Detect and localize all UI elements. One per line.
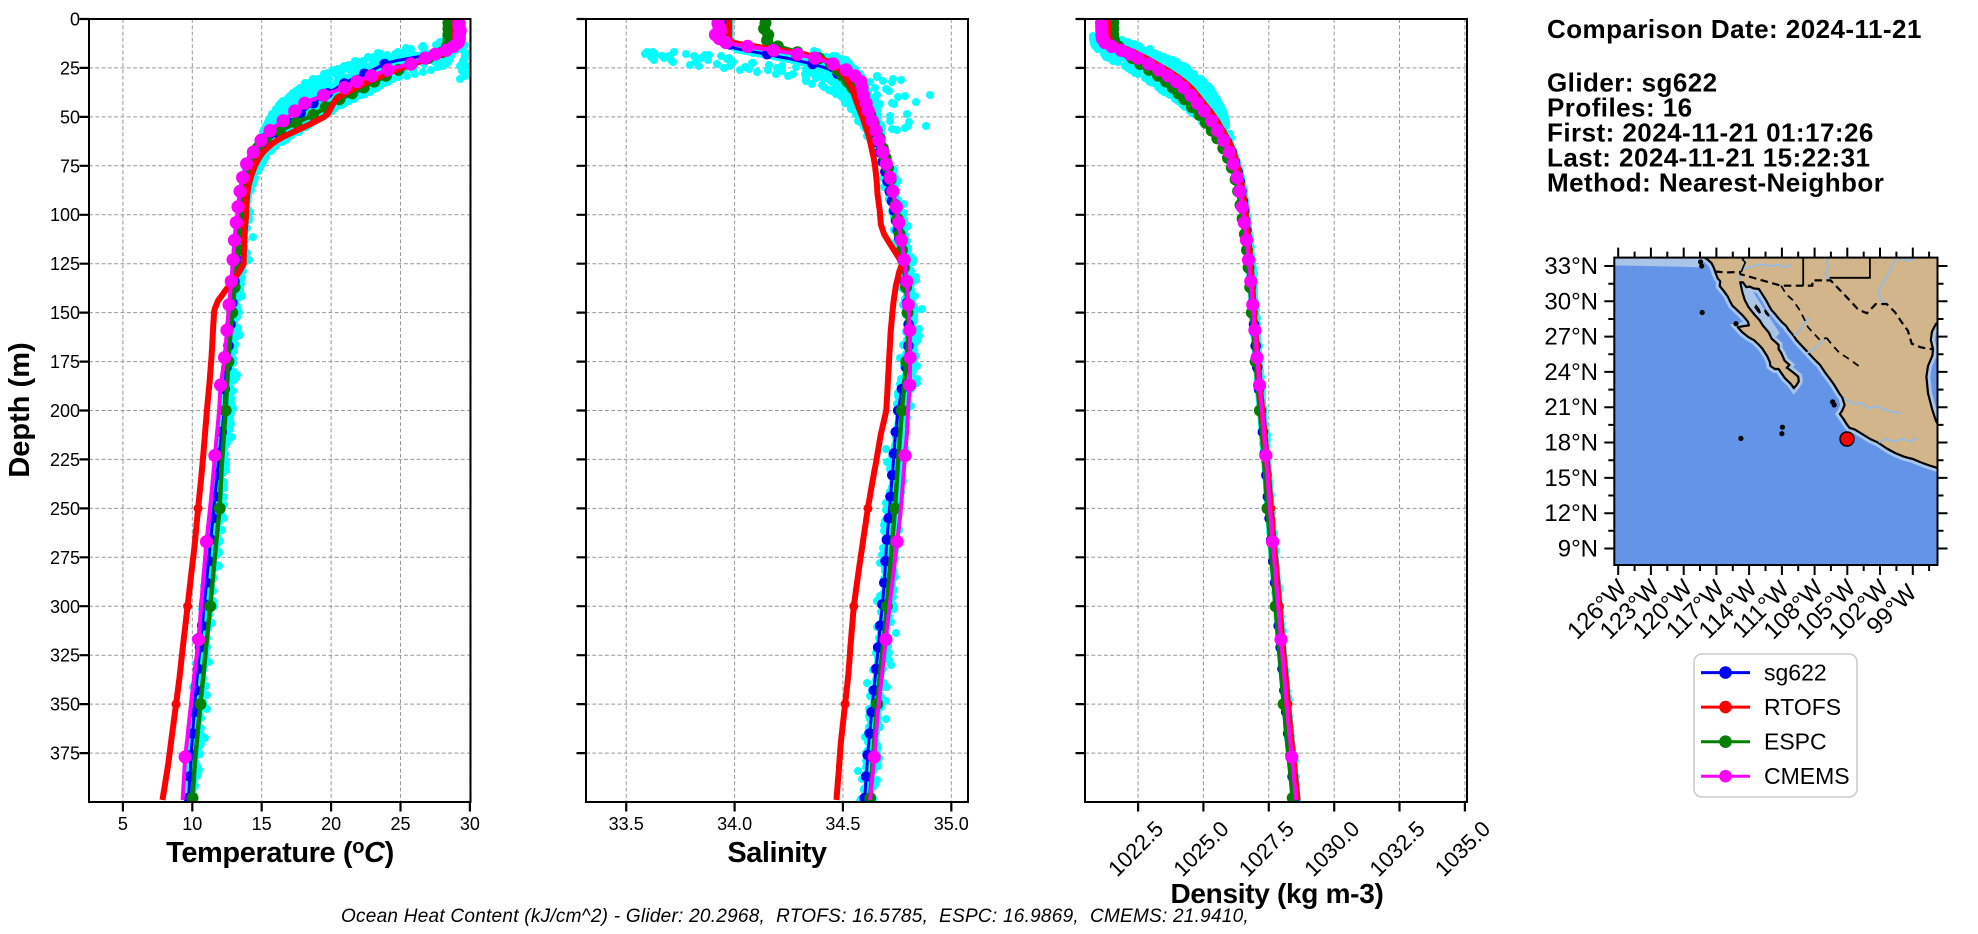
svg-text:34.0: 34.0 — [717, 814, 752, 834]
svg-text:CMEMS: CMEMS — [1764, 763, 1850, 789]
svg-text:30: 30 — [460, 814, 480, 834]
svg-text:Ocean Heat Content (kJ/cm^2) -: Ocean Heat Content (kJ/cm^2) - Glider: 2… — [341, 906, 1249, 927]
svg-text:21°N: 21°N — [1544, 394, 1598, 421]
svg-text:Last: 2024-11-21 15:22:31: Last: 2024-11-21 15:22:31 — [1547, 143, 1870, 173]
svg-text:375: 375 — [50, 744, 80, 764]
svg-text:sg622: sg622 — [1764, 660, 1827, 686]
svg-text:250: 250 — [50, 499, 80, 519]
svg-text:Glider: sg622: Glider: sg622 — [1547, 68, 1718, 98]
svg-text:20: 20 — [321, 814, 341, 834]
svg-text:275: 275 — [50, 548, 80, 568]
svg-text:100: 100 — [50, 205, 80, 225]
svg-text:30°N: 30°N — [1544, 288, 1598, 315]
svg-text:200: 200 — [50, 401, 80, 421]
svg-text:Method: Nearest-Neighbor: Method: Nearest-Neighbor — [1547, 168, 1884, 198]
svg-text:18°N: 18°N — [1544, 430, 1598, 457]
svg-text:RTOFS: RTOFS — [1764, 694, 1841, 720]
svg-text:Salinity: Salinity — [727, 837, 827, 869]
svg-text:15°N: 15°N — [1544, 465, 1598, 492]
svg-text:350: 350 — [50, 695, 80, 715]
svg-text:0: 0 — [70, 10, 80, 30]
svg-text:25: 25 — [390, 814, 410, 834]
svg-text:225: 225 — [50, 450, 80, 470]
svg-text:12°N: 12°N — [1544, 500, 1598, 527]
svg-text:Depth (m): Depth (m) — [4, 342, 36, 477]
svg-text:325: 325 — [50, 646, 80, 666]
svg-text:25: 25 — [60, 58, 80, 78]
svg-text:300: 300 — [50, 597, 80, 617]
svg-text:First: 2024-11-21 01:17:26: First: 2024-11-21 01:17:26 — [1547, 118, 1874, 148]
svg-text:50: 50 — [60, 107, 80, 127]
svg-text:24°N: 24°N — [1544, 359, 1598, 386]
svg-text:5: 5 — [118, 814, 128, 834]
svg-text:125: 125 — [50, 254, 80, 274]
svg-text:33.5: 33.5 — [609, 814, 644, 834]
svg-text:15: 15 — [252, 814, 272, 834]
svg-text:150: 150 — [50, 303, 80, 323]
svg-text:34.5: 34.5 — [825, 814, 860, 834]
svg-text:175: 175 — [50, 352, 80, 372]
svg-text:10: 10 — [182, 814, 202, 834]
svg-text:75: 75 — [60, 156, 80, 176]
svg-text:ESPC: ESPC — [1764, 729, 1827, 755]
svg-text:27°N: 27°N — [1544, 324, 1598, 351]
svg-text:33°N: 33°N — [1544, 253, 1598, 280]
svg-text:Profiles: 16: Profiles: 16 — [1547, 93, 1693, 123]
svg-text:Comparison Date: 2024-11-21: Comparison Date: 2024-11-21 — [1547, 14, 1922, 44]
svg-text:Density (kg m-3): Density (kg m-3) — [1170, 878, 1383, 909]
svg-text:9°N: 9°N — [1558, 536, 1598, 563]
svg-text:35.0: 35.0 — [934, 814, 969, 834]
